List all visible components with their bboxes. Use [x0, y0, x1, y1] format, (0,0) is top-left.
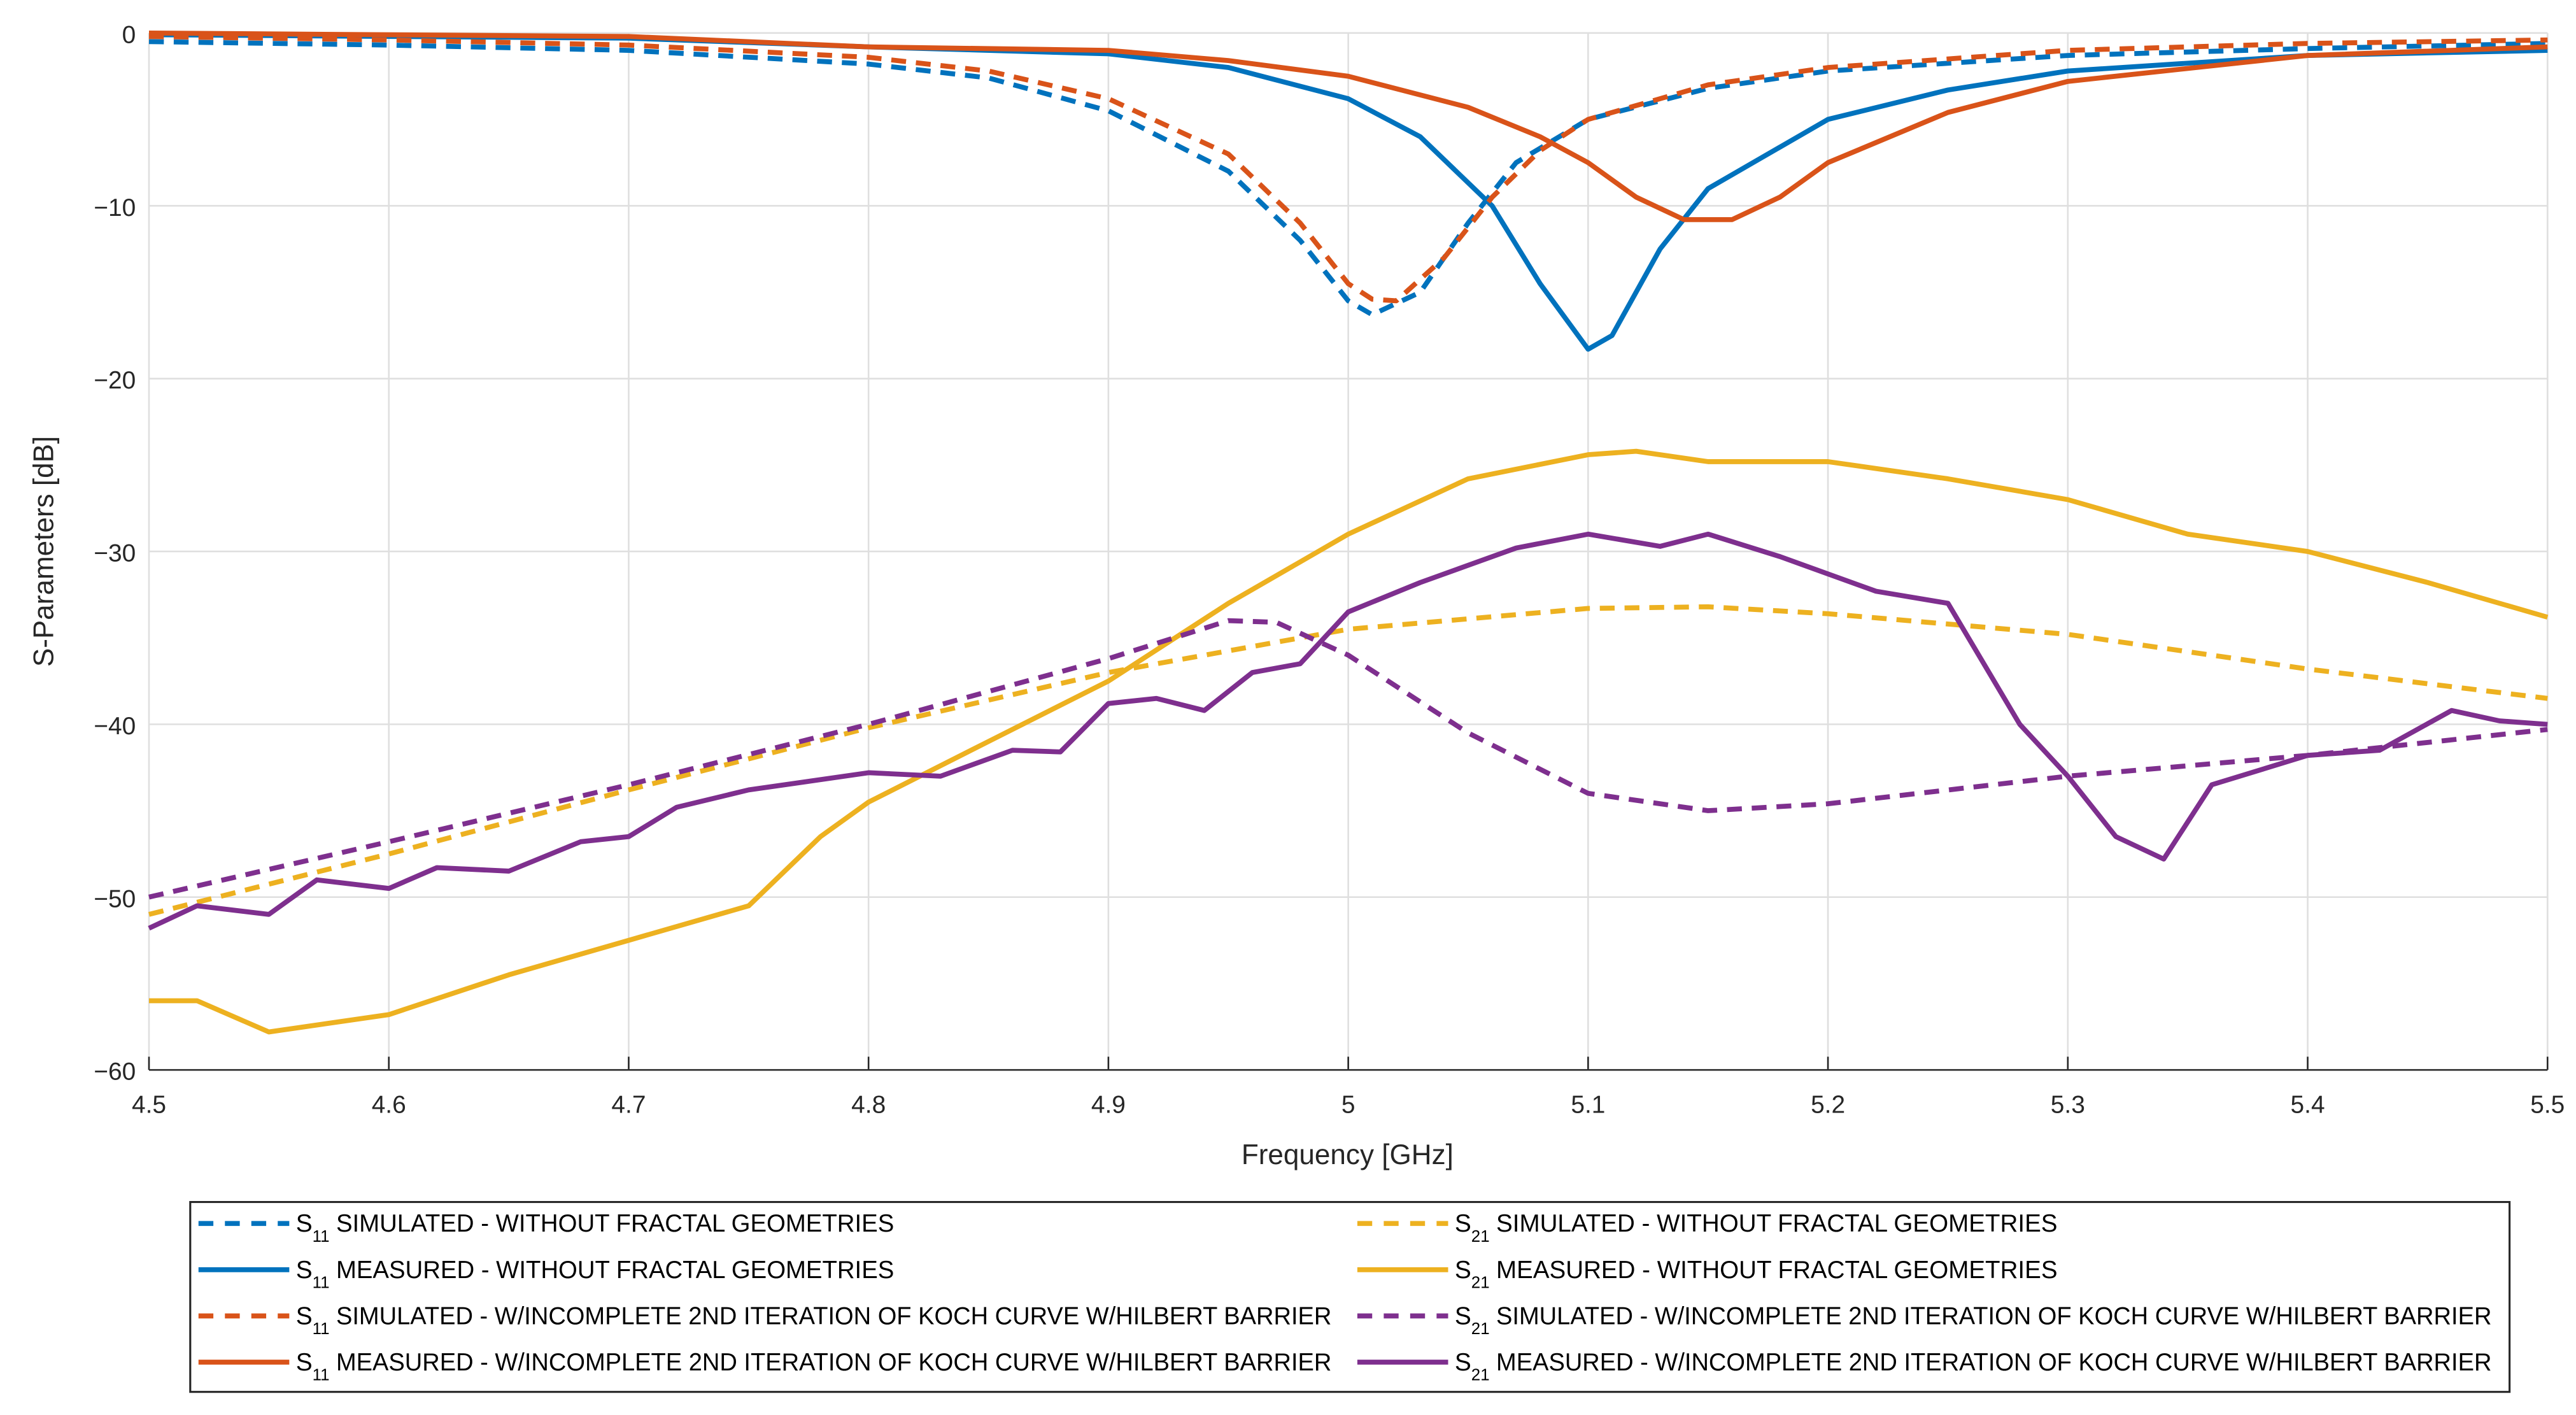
- legend-param: S: [296, 1210, 313, 1237]
- x-tick-label: 5.4: [2291, 1091, 2325, 1119]
- legend-label: S11 MEASURED - W/INCOMPLETE 2ND ITERATION…: [296, 1349, 1332, 1384]
- x-tick-label: 5.5: [2530, 1091, 2565, 1119]
- x-tick-label: 5.3: [2051, 1091, 2085, 1119]
- legend-subscript: 21: [1471, 1228, 1490, 1246]
- legend-label: S21 SIMULATED - W/INCOMPLETE 2ND ITERATIO…: [1455, 1302, 2492, 1338]
- legend-label: S21 SIMULATED - WITHOUT FRACTAL GEOMETRIE…: [1455, 1210, 2058, 1246]
- legend-label: S11 MEASURED - WITHOUT FRACTAL GEOMETRIES: [296, 1256, 895, 1292]
- series-line-6: [148, 618, 2548, 900]
- x-tick-label: 5: [1341, 1091, 1355, 1119]
- series-line-3: [148, 30, 2548, 222]
- series-line-1: [148, 32, 2548, 352]
- legend-subscript: 11: [313, 1320, 330, 1338]
- legend-name: MEASURED - W/INCOMPLETE 2ND ITERATION OF…: [336, 1349, 1331, 1376]
- legend-subscript: 21: [1471, 1320, 1490, 1338]
- y-tick-label: −30: [94, 540, 136, 567]
- legend-param: S: [296, 1302, 313, 1330]
- x-tick-label: 5.1: [1571, 1091, 1605, 1119]
- legend-param: S: [1455, 1210, 1471, 1237]
- x-tick-label: 5.2: [1811, 1091, 1845, 1119]
- legend-box: [189, 1200, 2511, 1393]
- series-lines: [148, 30, 2549, 1035]
- legend-subscript: 11: [313, 1274, 330, 1291]
- legend-name: SIMULATED - WITHOUT FRACTAL GEOMETRIES: [1496, 1210, 2058, 1237]
- legend-label: S21 MEASURED - W/INCOMPLETE 2ND ITERATION…: [1455, 1349, 2492, 1384]
- legend-name: MEASURED - WITHOUT FRACTAL GEOMETRIES: [1496, 1256, 2058, 1284]
- legend-label: S21 MEASURED - WITHOUT FRACTAL GEOMETRIES: [1455, 1256, 2058, 1292]
- x-tick-label: 4.9: [1091, 1091, 1126, 1119]
- x-axis-label: Frequency [GHz]: [1242, 1139, 1454, 1170]
- x-tick-label: 4.8: [851, 1091, 886, 1119]
- legend-param: S: [1455, 1256, 1471, 1284]
- y-tick-label: −50: [94, 885, 136, 913]
- series-line-4: [148, 604, 2548, 917]
- tick-labels: 4.5 4.6 4.7 4.8 4.9 5 5.1 5.2 5.3 5.4 5.5 0 −10 −20 −3…: [94, 21, 2565, 1118]
- series-line-5: [148, 448, 2549, 1035]
- y-axis-label: S-Parameters [dB]: [29, 436, 60, 667]
- legend: S11 SIMULATED - WITHOUT FRACTAL GEOMETRIE…: [189, 1200, 2511, 1393]
- legend-subscript: 11: [313, 1367, 330, 1384]
- series-line-0: [148, 39, 2548, 318]
- legend-subscript: 11: [313, 1228, 330, 1246]
- x-tick-label: 4.6: [372, 1091, 406, 1119]
- legend-param: S: [296, 1349, 313, 1376]
- legend-param: S: [1455, 1302, 1471, 1330]
- series-line-2: [148, 34, 2548, 304]
- legend-label: S11 SIMULATED - W/INCOMPLETE 2ND ITERATIO…: [296, 1302, 1332, 1338]
- y-tick-label: −40: [94, 713, 136, 740]
- y-tick-label: −20: [94, 367, 136, 394]
- legend-name: SIMULATED - WITHOUT FRACTAL GEOMETRIES: [336, 1210, 894, 1237]
- grid: [148, 32, 2549, 1071]
- legend-name: SIMULATED - W/INCOMPLETE 2ND ITERATION O…: [336, 1302, 1331, 1330]
- series-line-7: [148, 531, 2548, 931]
- y-tick-label: 0: [122, 21, 136, 48]
- legend-param: S: [1455, 1349, 1471, 1376]
- legend-label: S11 SIMULATED - WITHOUT FRACTAL GEOMETRIE…: [296, 1210, 895, 1246]
- y-tick-label: −10: [94, 194, 136, 222]
- y-tick-label: −60: [94, 1058, 136, 1086]
- legend-name: SIMULATED - W/INCOMPLETE 2ND ITERATION O…: [1496, 1302, 2491, 1330]
- legend-param: S: [296, 1256, 313, 1284]
- legend-name: MEASURED - W/INCOMPLETE 2ND ITERATION OF…: [1496, 1349, 2491, 1376]
- x-tick-label: 4.7: [611, 1091, 646, 1119]
- legend-subscript: 21: [1471, 1274, 1490, 1291]
- x-tick-label: 4.5: [132, 1091, 166, 1119]
- legend-name: MEASURED - WITHOUT FRACTAL GEOMETRIES: [336, 1256, 894, 1284]
- legend-subscript: 21: [1471, 1367, 1490, 1384]
